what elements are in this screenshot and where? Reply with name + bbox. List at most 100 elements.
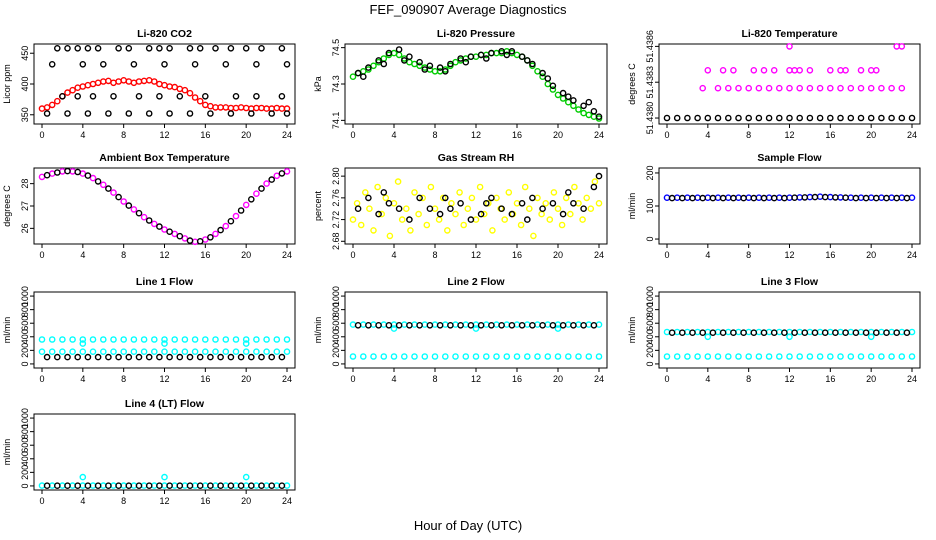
data-point bbox=[689, 329, 696, 337]
data-point bbox=[94, 79, 102, 87]
plot-frame bbox=[33, 43, 296, 125]
data-point bbox=[821, 329, 829, 337]
y-tick-label: 2.68 bbox=[331, 233, 341, 251]
data-point bbox=[503, 51, 511, 59]
data-point bbox=[888, 114, 895, 122]
data-point bbox=[452, 353, 459, 360]
data-point bbox=[436, 210, 444, 218]
data-point bbox=[278, 93, 286, 100]
data-point bbox=[130, 79, 138, 87]
x-tick-label: 4 bbox=[80, 130, 85, 140]
data-point bbox=[426, 205, 434, 212]
data-point bbox=[421, 66, 429, 73]
data-point bbox=[755, 328, 763, 336]
data-point bbox=[580, 205, 587, 212]
data-point bbox=[745, 328, 753, 336]
x-tick-label: 4 bbox=[705, 250, 710, 260]
data-point bbox=[554, 325, 562, 332]
data-point bbox=[125, 353, 133, 361]
x-tick-label: 0 bbox=[664, 250, 669, 260]
data-point bbox=[79, 348, 87, 356]
data-point bbox=[570, 102, 577, 110]
data-point bbox=[263, 336, 270, 343]
data-point bbox=[472, 325, 480, 332]
data-point bbox=[431, 353, 439, 360]
data-point bbox=[827, 114, 834, 122]
y-axis-label: ml/min bbox=[2, 439, 12, 466]
x-tick-label: 24 bbox=[282, 130, 292, 140]
x-tick-label: 24 bbox=[907, 374, 917, 384]
data-point bbox=[110, 79, 117, 87]
data-point bbox=[105, 353, 112, 361]
data-point bbox=[365, 194, 372, 202]
data-point bbox=[354, 69, 362, 77]
data-point bbox=[416, 58, 423, 66]
data-point bbox=[472, 353, 480, 360]
y-tick-label: 51.4380 bbox=[645, 102, 655, 135]
data-point bbox=[791, 329, 798, 337]
x-tick-label: 12 bbox=[471, 374, 481, 384]
data-point bbox=[247, 353, 255, 361]
data-point bbox=[740, 194, 747, 202]
data-point bbox=[503, 353, 511, 360]
data-point bbox=[242, 104, 250, 112]
data-point bbox=[394, 178, 402, 185]
data-point bbox=[524, 353, 531, 360]
data-point bbox=[201, 348, 209, 356]
data-point bbox=[161, 336, 168, 343]
x-tick-label: 20 bbox=[866, 374, 876, 384]
data-point bbox=[699, 84, 707, 92]
data-point bbox=[796, 114, 804, 122]
data-point bbox=[171, 348, 178, 356]
data-point bbox=[54, 482, 61, 490]
data-point bbox=[770, 67, 778, 74]
data-point bbox=[873, 194, 880, 202]
data-point bbox=[544, 321, 552, 328]
plot-frame bbox=[33, 291, 296, 369]
data-point bbox=[476, 183, 484, 191]
data-point bbox=[765, 328, 773, 336]
x-tick-label: 12 bbox=[784, 374, 794, 384]
data-point bbox=[89, 336, 97, 343]
data-point bbox=[273, 104, 281, 112]
data-point bbox=[201, 336, 209, 343]
data-point bbox=[176, 232, 184, 240]
x-tick-label: 0 bbox=[39, 250, 44, 260]
x-tick-label: 20 bbox=[241, 374, 251, 384]
data-point bbox=[186, 353, 194, 361]
data-point bbox=[176, 93, 184, 100]
data-point bbox=[423, 221, 431, 229]
data-point bbox=[878, 353, 885, 360]
data-point bbox=[673, 114, 681, 122]
data-point bbox=[349, 216, 357, 223]
data-point bbox=[43, 353, 51, 361]
data-point bbox=[663, 353, 671, 360]
data-point bbox=[467, 216, 475, 223]
data-point bbox=[467, 53, 475, 61]
data-point bbox=[382, 194, 390, 202]
panel-title: Gas Stream RH bbox=[438, 152, 514, 164]
data-point bbox=[48, 61, 56, 68]
series-1 bbox=[38, 336, 291, 356]
data-point bbox=[427, 183, 435, 191]
data-point bbox=[54, 97, 61, 105]
data-point bbox=[150, 78, 158, 85]
data-point bbox=[770, 329, 778, 337]
x-tick-label: 4 bbox=[391, 250, 396, 260]
data-point bbox=[201, 93, 209, 100]
data-point bbox=[827, 67, 834, 74]
data-point bbox=[140, 77, 148, 85]
data-point bbox=[380, 55, 388, 62]
data-point bbox=[464, 205, 472, 212]
data-point bbox=[524, 57, 531, 64]
x-tick-label: 24 bbox=[594, 374, 604, 384]
data-point bbox=[477, 51, 485, 59]
y-axis-label: ml/min bbox=[627, 193, 637, 220]
y-tick-label: 800 bbox=[331, 302, 341, 317]
data-point bbox=[253, 336, 260, 343]
data-point bbox=[242, 340, 250, 347]
data-point bbox=[521, 183, 529, 191]
data-point bbox=[482, 199, 490, 207]
series-2 bbox=[354, 321, 598, 329]
panel-title: Line 1 Flow bbox=[136, 276, 194, 288]
